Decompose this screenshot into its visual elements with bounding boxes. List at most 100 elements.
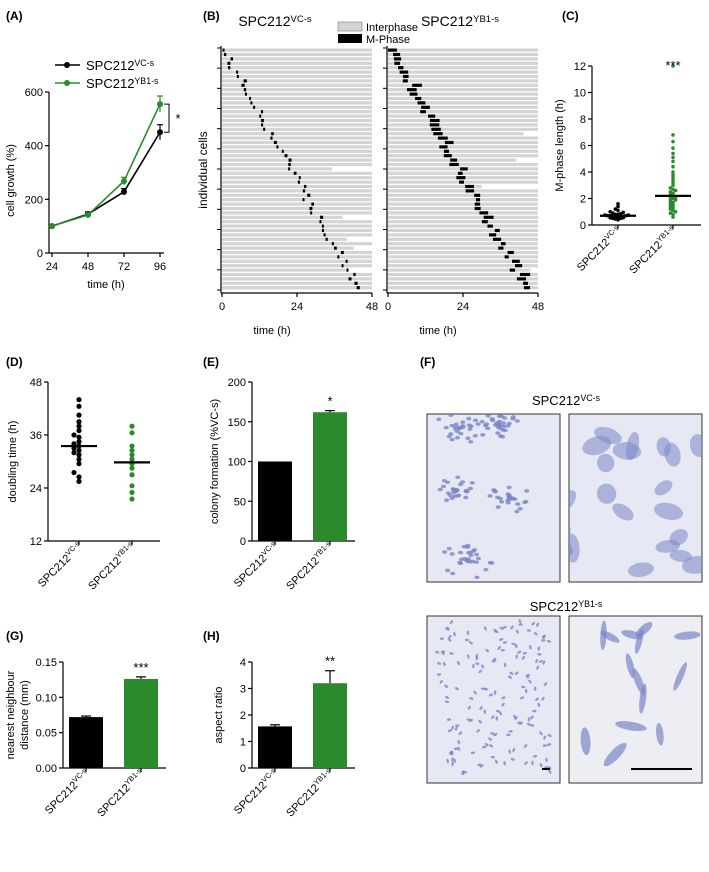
e-x-label: SPC212YB1-s xyxy=(283,539,336,592)
d-x-label: SPC212YB1-s xyxy=(85,539,138,592)
e-bar xyxy=(313,412,347,541)
b-interphase-bar xyxy=(388,136,538,140)
b-mphase-bar xyxy=(457,171,463,175)
b-interphase-bar xyxy=(388,255,538,259)
c-significance: *** xyxy=(665,58,680,73)
micrograph-panel: SPC212VC-s SPC212YB1-s xyxy=(426,393,703,784)
d-point xyxy=(129,465,135,471)
a-y-tick-label: 0 xyxy=(37,248,43,260)
b-mphase-bar xyxy=(439,145,448,149)
e-y-tick-label: 100 xyxy=(228,457,246,469)
b-mphase-bar xyxy=(465,184,474,189)
b-mphase-bar xyxy=(243,79,247,83)
b-mphase-bar xyxy=(281,149,284,153)
e-y-tick-label: 0 xyxy=(240,536,246,548)
c-point xyxy=(671,151,675,156)
b-interphase-bar xyxy=(388,61,538,65)
b-mphase-bar xyxy=(417,101,426,105)
b-mphase-bar xyxy=(271,132,274,136)
panel-label-h: (H) xyxy=(203,629,220,643)
c-point xyxy=(668,196,673,201)
b-interphase-bar xyxy=(388,233,538,237)
d-point xyxy=(76,397,82,403)
c-point xyxy=(668,211,673,215)
h-y-tick-label: 1 xyxy=(240,737,246,749)
b-mphase-bar xyxy=(409,92,418,96)
c-point xyxy=(671,64,675,68)
e-y-tick-label: 50 xyxy=(234,496,246,508)
b-mphase-bar xyxy=(459,180,464,184)
b-mphase-bar xyxy=(321,228,324,233)
b-mphase-bar xyxy=(320,215,324,219)
d-point xyxy=(71,432,77,438)
d-point xyxy=(129,483,135,489)
e-x-label: SPC212VC-s xyxy=(230,539,281,590)
b-interphase-bar xyxy=(388,74,538,79)
h-y-tick-label: 4 xyxy=(240,657,246,669)
b-mphase-bar xyxy=(415,96,422,101)
b-mphase-bar xyxy=(523,286,531,290)
b-interphase-bar xyxy=(388,110,538,114)
micrograph-cells xyxy=(569,426,702,578)
a-series-line xyxy=(51,103,161,227)
b-interphase-bar xyxy=(388,149,538,153)
b-interphase-bar xyxy=(222,264,372,268)
e-significance: * xyxy=(327,394,332,409)
b-interphase-bar xyxy=(388,48,538,52)
b-mphase-bar xyxy=(223,52,227,57)
a-legend-label: SPC212VC-s xyxy=(86,58,155,73)
b-interphase-bar xyxy=(222,255,372,259)
b-interphase-bar xyxy=(222,277,372,281)
b-y-axis-title: individual cells xyxy=(196,131,210,208)
g-bar xyxy=(124,678,158,768)
b-legend-mphase-swatch xyxy=(338,34,362,43)
b-interphase-bar xyxy=(222,167,332,171)
f-micrograph-yb1-low xyxy=(426,615,561,784)
b-mphase-bar xyxy=(523,281,529,285)
b-interphase-bar xyxy=(222,193,372,197)
b-interphase-bar xyxy=(388,101,538,105)
b-mphase-bar xyxy=(253,105,256,109)
d-point xyxy=(129,443,135,449)
c-point xyxy=(668,186,673,190)
d-point xyxy=(129,447,135,454)
b-interphase-bar xyxy=(388,57,538,61)
b-mphase-bar xyxy=(504,255,509,259)
d-point xyxy=(129,452,135,458)
b-mphase-bar xyxy=(310,211,313,215)
c-y-tick-label: 0 xyxy=(580,220,586,232)
b-interphase-bar xyxy=(222,220,372,224)
b-x-tick-label: 24 xyxy=(457,301,469,313)
b-mphase-bar xyxy=(244,92,247,96)
b-mphase-bar xyxy=(241,83,245,87)
d-point xyxy=(76,474,82,480)
b-interphase-bar xyxy=(388,224,538,228)
chart-g-nnd: 0.00 0.05 0.10 0.15 *** nearest neighbour dist… xyxy=(5,657,166,819)
b-interphase-bar xyxy=(222,118,372,123)
c-point xyxy=(671,155,675,160)
b-mphase-bar xyxy=(398,66,404,70)
b-mphase-bar xyxy=(474,202,481,206)
b-interphase-bar xyxy=(388,272,538,277)
a-significance-bracket xyxy=(164,103,170,133)
b-mphase-bar xyxy=(444,140,454,145)
b-mphase-bar xyxy=(345,259,348,263)
b-interphase-bar xyxy=(388,140,538,145)
c-point xyxy=(671,164,675,169)
micrograph-background xyxy=(568,615,703,784)
c-point xyxy=(668,199,673,203)
b-interphase-bar xyxy=(222,114,372,118)
b-interphase-bar xyxy=(388,202,538,206)
b-mphase-bar xyxy=(474,206,481,211)
a-y-tick-label: 600 xyxy=(25,87,43,99)
c-point xyxy=(671,170,675,174)
c-point xyxy=(616,204,620,209)
b-mphase-bar xyxy=(348,277,352,281)
a-legend-label: SPC212YB1-s xyxy=(86,76,159,91)
b-mphase-bar xyxy=(293,171,297,175)
b-mphase-bar xyxy=(494,228,500,233)
b-interphase-bar xyxy=(388,88,538,92)
a-legend-marker xyxy=(64,62,70,68)
g-significance: *** xyxy=(133,660,148,675)
d-y-tick-label: 48 xyxy=(30,377,42,389)
